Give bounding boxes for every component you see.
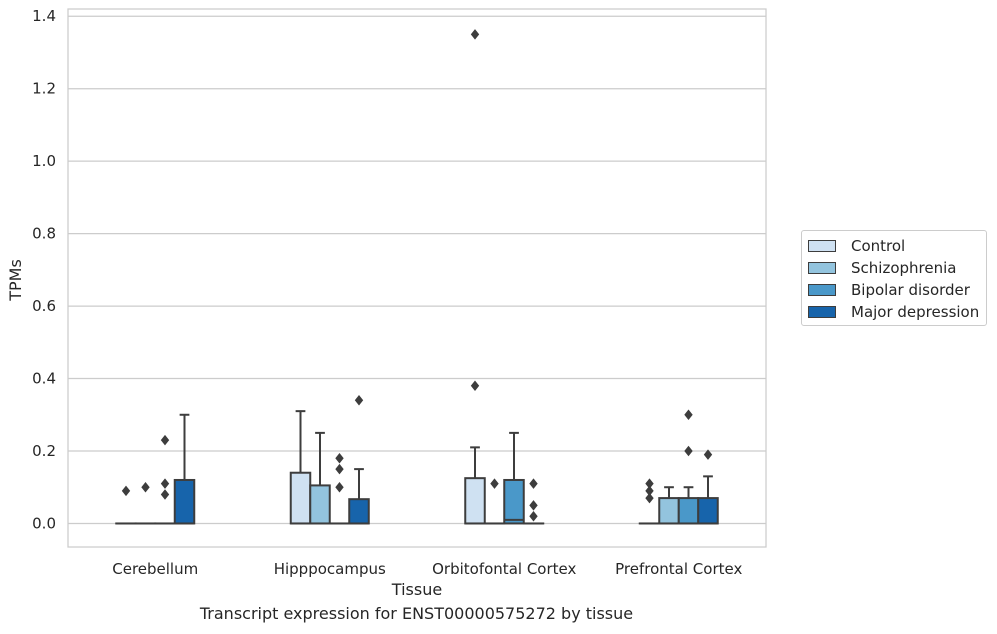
legend-label-bipolar-disorder: Bipolar disorder [851,281,970,299]
box-rect [464,477,486,525]
legend-item-schizophrenia: Schizophrenia [808,259,956,277]
outlier-point [121,485,131,497]
box-control-prefrontal-cortex [638,478,661,525]
legend: Control Schizophrenia Bipolar disorder M… [801,230,987,326]
chart-caption: Transcript expression for ENST0000057527… [199,604,634,623]
box-bipolar-disorder-cerebellum [154,434,176,525]
outlier-point [160,489,170,500]
outlier-point [645,485,654,497]
y-tick-label: 0.6 [32,297,56,315]
outlier-point [335,452,344,464]
box-bipolar-disorder-prefrontal-cortex [677,409,700,525]
box-control-cerebellum [115,485,137,525]
axes-frame [67,8,767,548]
x-tick-label: Cerebellum [112,560,198,578]
legend-label-control: Control [851,237,906,255]
outlier-point [141,481,150,493]
outlier-point [684,409,693,421]
x-tick-label: Orbitofontal Cortex [432,560,576,578]
y-tick-labels: 0.0 0.2 0.4 0.6 0.8 1.0 1.2 1.4 [32,7,56,532]
x-tick-labels: Cerebellum Hipppocampus Orbitofontal Corte… [112,560,742,578]
outlier-point [335,463,344,475]
box-rect [697,497,719,525]
x-axis-label: Tissue [391,580,442,599]
legend-item-control: Control [808,237,905,255]
legend-swatch-major-depression [808,306,836,318]
x-tick-label: Prefrontal Cortex [615,560,742,578]
y-tick-label: 0.8 [32,225,56,243]
legend-item-bipolar-disorder: Bipolar disorder [808,281,970,299]
box-rect [289,471,312,525]
y-tick-label: 0.4 [32,370,56,388]
legend-label-schizophrenia: Schizophrenia [851,259,957,277]
legend-item-major-depression: Major depression [808,303,979,321]
y-tick-label: 0.0 [32,514,56,532]
legend-swatch-schizophrenia [808,262,836,274]
outlier-point [703,449,713,460]
outlier-point [529,478,538,489]
box-major-depression-orbitofontal-cortex [522,478,545,525]
box-rect [503,478,525,525]
y-tick-label: 0.2 [32,442,56,460]
box-schizophrenia-orbitofontal-cortex [483,478,506,525]
grid-lines [68,15,766,525]
box-major-depression-hipppocampus [348,395,370,525]
box-rect [348,498,370,525]
outlier-point [160,434,170,446]
outlier-point [470,380,480,392]
outlier-point [160,478,170,489]
outlier-point [645,492,654,504]
outlier-point [490,478,499,489]
plot-area [115,29,719,525]
box-bipolar-disorder-hipppocampus [328,452,351,525]
outlier-point [529,500,538,511]
box-rect [677,497,700,525]
box-schizophrenia-cerebellum [134,481,157,525]
box-major-depression-prefrontal-cortex [697,449,719,525]
box-control-orbitofontal-cortex [464,29,486,525]
legend-swatch-bipolar-disorder [808,284,836,296]
outlier-point [645,478,654,489]
y-tick-label: 1.4 [32,7,56,25]
y-axis-label: TPMs [6,259,25,302]
outlier-point [529,510,538,522]
box-control-hipppocampus [289,410,312,525]
outlier-point [684,445,693,457]
legend-swatch-control [808,240,836,252]
x-tick-label: Hipppocampus [274,560,386,578]
box-bipolar-disorder-orbitofontal-cortex [503,431,525,525]
outlier-point [354,395,364,406]
box-schizophrenia-prefrontal-cortex [658,486,680,525]
y-tick-label: 1.0 [32,152,56,170]
box-rect [173,478,196,525]
box-schizophrenia-hipppocampus [309,431,331,525]
y-tick-label: 1.2 [32,80,56,98]
legend-label-major-depression: Major depression [851,303,980,321]
box-major-depression-cerebellum [173,413,196,525]
box-rect [309,484,331,525]
box-rect [658,497,680,525]
outlier-point [335,481,344,493]
outlier-point [470,29,480,40]
